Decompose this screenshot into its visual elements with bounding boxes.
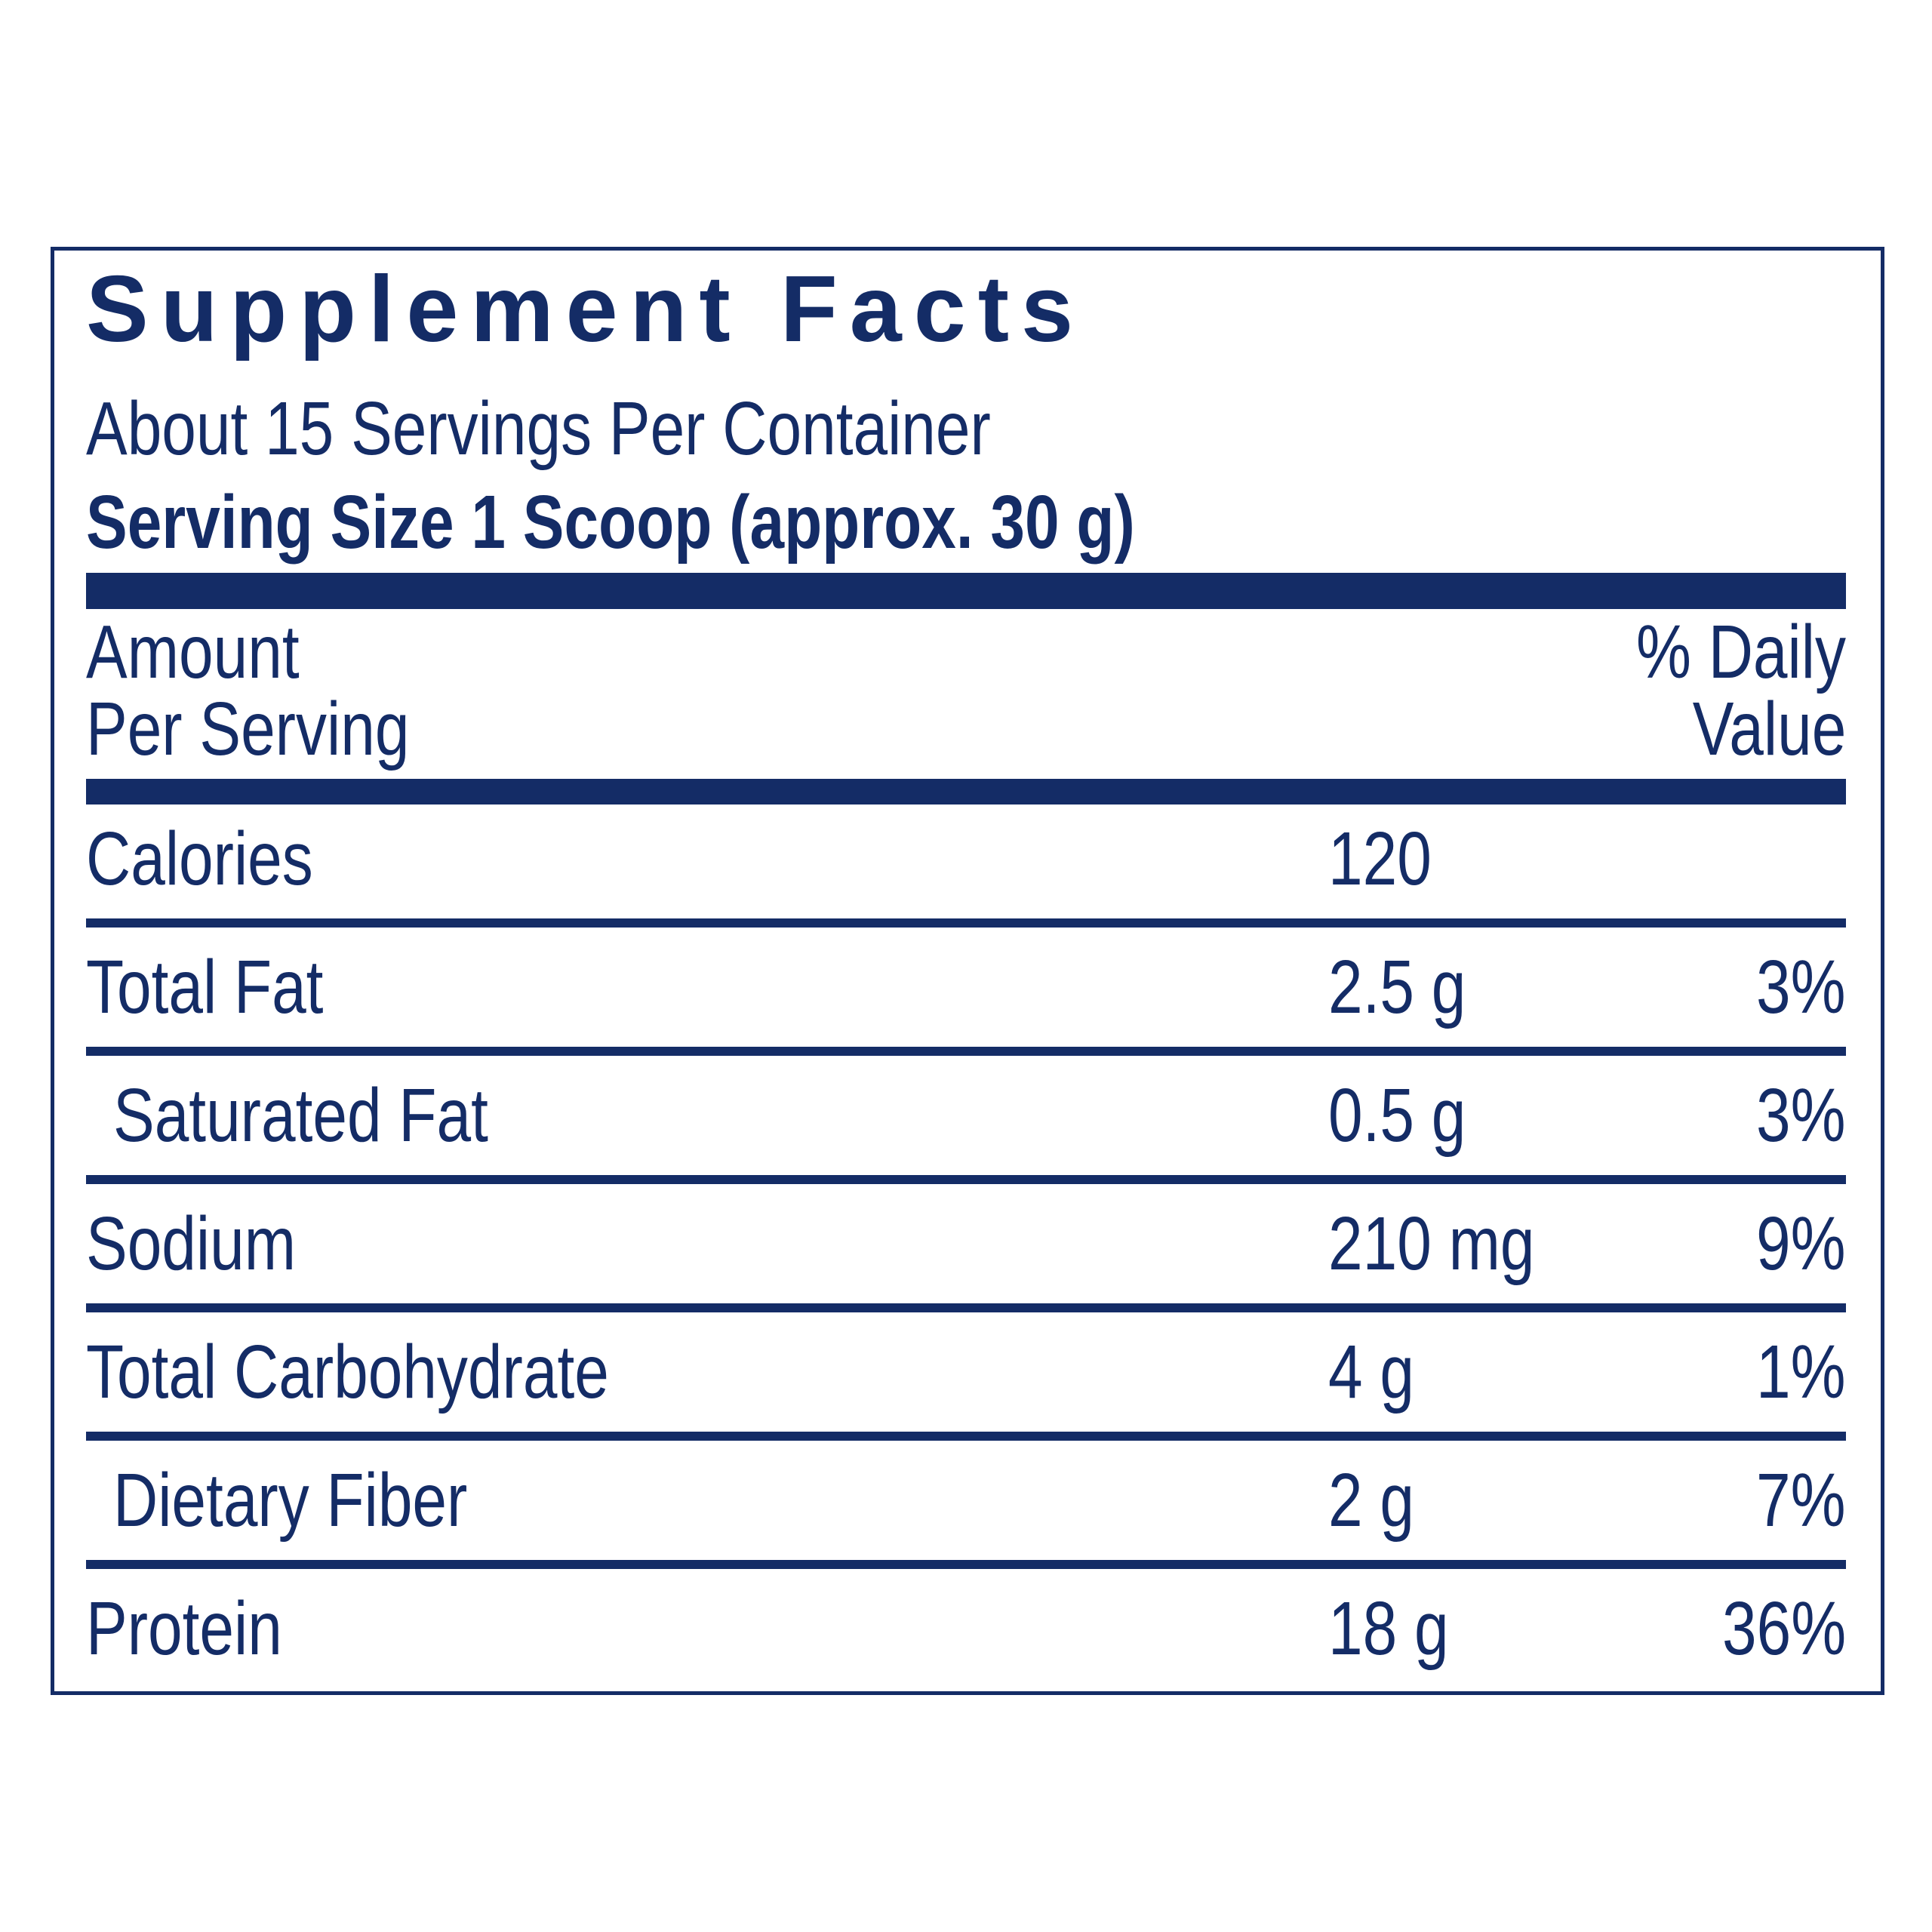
row-rule bbox=[86, 1303, 1846, 1312]
column-header: % Daily bbox=[1636, 610, 1846, 694]
nutrient-name: Saturated Fat bbox=[113, 1073, 488, 1158]
thick-rule bbox=[86, 573, 1846, 609]
nutrient-amount: 210 mg bbox=[1328, 1201, 1535, 1286]
row-rule bbox=[86, 1175, 1846, 1184]
daily-value: 1% bbox=[1756, 1330, 1846, 1414]
serving-size: Serving Size 1 Scoop (approx. 30 g) bbox=[86, 480, 1135, 565]
daily-value: 9% bbox=[1756, 1201, 1846, 1286]
daily-value: 7% bbox=[1756, 1458, 1846, 1543]
nutrient-name: Total Carbohydrate bbox=[86, 1330, 609, 1414]
column-header: Amount bbox=[86, 610, 300, 694]
label-border bbox=[51, 247, 1884, 1695]
row-rule bbox=[86, 1560, 1846, 1569]
nutrient-amount: 120 bbox=[1328, 817, 1432, 901]
row-rule bbox=[86, 918, 1846, 928]
nutrient-name: Total Fat bbox=[86, 945, 324, 1029]
row-rule bbox=[86, 1432, 1846, 1441]
column-header: Per Serving bbox=[86, 687, 410, 771]
nutrient-name: Protein bbox=[86, 1586, 282, 1671]
nutrient-name: Sodium bbox=[86, 1201, 297, 1286]
daily-value: 3% bbox=[1756, 945, 1846, 1029]
nutrient-amount: 2.5 g bbox=[1328, 945, 1466, 1029]
nutrient-amount: 4 g bbox=[1328, 1330, 1414, 1414]
column-header: Value bbox=[1692, 687, 1846, 771]
nutrient-amount: 2 g bbox=[1328, 1458, 1414, 1543]
title: Supplement Facts bbox=[86, 257, 1085, 361]
daily-value: 3% bbox=[1756, 1073, 1846, 1158]
row-rule bbox=[86, 1047, 1846, 1056]
thick-rule bbox=[86, 779, 1846, 804]
daily-value: 36% bbox=[1721, 1586, 1846, 1671]
servings: About 15 Servings Per Container bbox=[86, 386, 991, 471]
nutrient-name: Dietary Fiber bbox=[113, 1458, 468, 1543]
nutrient-amount: 0.5 g bbox=[1328, 1073, 1466, 1158]
nutrient-name: Calories bbox=[86, 817, 313, 901]
nutrient-amount: 18 g bbox=[1328, 1586, 1449, 1671]
